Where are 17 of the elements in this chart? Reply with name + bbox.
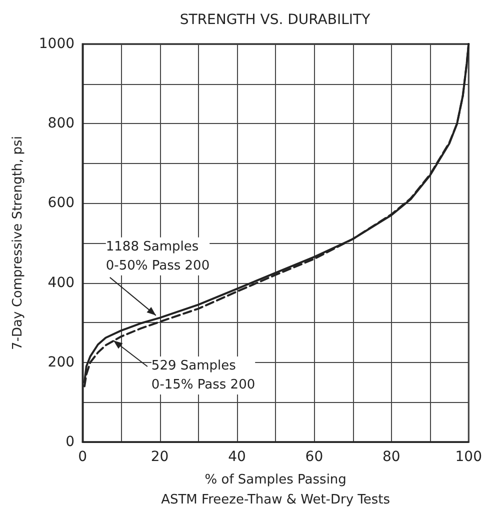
y-tick-label: 200	[48, 354, 75, 370]
y-tick-label: 0	[66, 434, 75, 450]
chart-title: STRENGTH VS. DURABILITY	[180, 12, 371, 28]
x-tick-label: 40	[228, 449, 246, 465]
y-axis-title: 7-Day Compressive Strength, psi	[10, 136, 26, 350]
annotation: 529 Samples 0-15% Pass 200	[151, 358, 256, 393]
y-tick-label: 600	[48, 195, 75, 212]
y-tick-label: 1000	[38, 36, 75, 52]
x-axis-title: % of Samples Passing ASTM Freeze-Thaw & Wet-Dry Tests	[161, 472, 390, 508]
x-tick-label: 60	[305, 449, 324, 465]
y-tick-label: 400	[48, 274, 75, 291]
y-tick-label: 800	[48, 116, 75, 132]
x-tick-label: 0	[78, 449, 87, 465]
x-tick-label: 80	[382, 449, 400, 465]
x-tick-label: 100	[455, 449, 482, 465]
annotation: 1188 Samples 0-50% Pass 200	[106, 239, 210, 274]
x-tick-label: 20	[150, 449, 169, 465]
